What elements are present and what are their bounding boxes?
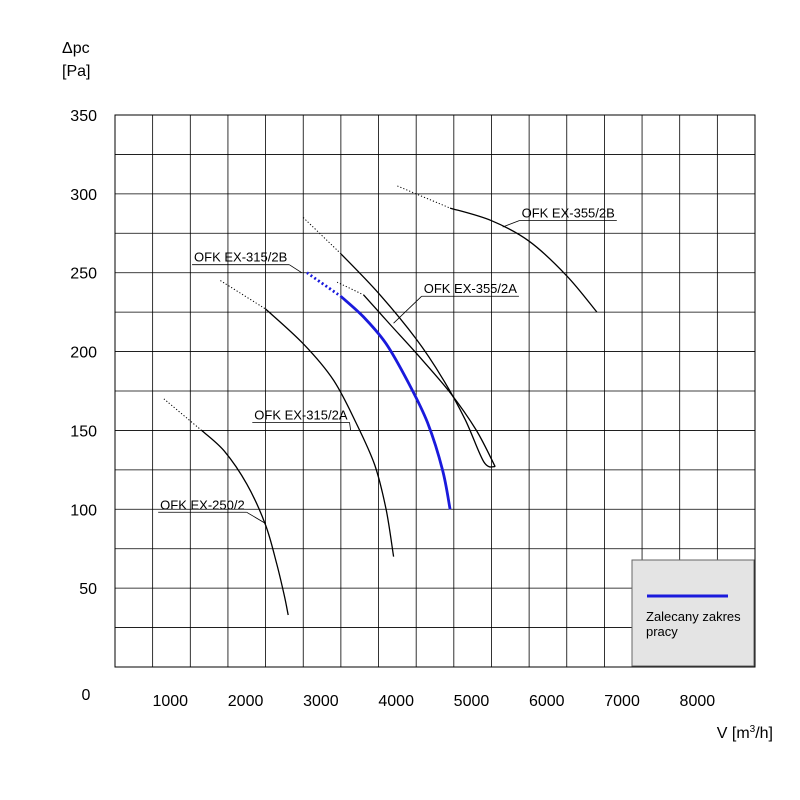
y-axis-label: Δpc: [62, 40, 90, 57]
y-tick-label: 50: [79, 581, 97, 598]
y-tick-label: 250: [70, 266, 97, 283]
recommended-range-curve: [339, 295, 452, 510]
y-tick-label: 300: [70, 187, 97, 204]
curve-dotted-ofk-ex-355-2b: [397, 185, 451, 209]
x-tick-label: 6000: [529, 693, 565, 710]
x-tick-label: 4000: [378, 693, 414, 710]
curve-label-leader: [289, 264, 302, 274]
curve-label-ofk-ex-315-2b: OFK EX-315/2B: [194, 250, 287, 265]
y-tick-label: 100: [70, 502, 97, 519]
y-tick-label: 350: [70, 108, 97, 125]
x-tick-label: 5000: [454, 693, 490, 710]
origin-label: 0: [82, 687, 91, 704]
y-tick-label: 200: [70, 345, 97, 362]
curve-dotted-ofk-ex-315-2a: [220, 280, 266, 310]
recommended-range-dotted: [306, 271, 342, 298]
curve-label-leader: [349, 422, 352, 431]
curve-label-leader: [502, 220, 520, 228]
y-tick-label: 150: [70, 423, 97, 440]
x-tick-label: 3000: [303, 693, 339, 710]
legend-box: [631, 559, 755, 667]
fan-curves: [163, 185, 598, 616]
x-axis-label-sup: 3: [750, 724, 756, 735]
curve-label-ofk-ex-250-2: OFK EX-250/2: [160, 497, 245, 512]
curve-ofk-ex-355-2a: [363, 294, 496, 467]
x-axis-label: V [m3/h]: [717, 724, 773, 742]
y-axis-unit: [Pa]: [62, 63, 90, 80]
x-tick-label: 7000: [604, 693, 640, 710]
x-tick-label: 1000: [152, 693, 188, 710]
curve-label-ofk-ex-355-2a: OFK EX-355/2A: [424, 281, 518, 296]
x-axis-label-prefix: V [m: [717, 725, 750, 742]
grid: [114, 114, 756, 668]
legend: Zalecany zakres pracy: [631, 559, 755, 667]
x-axis-label-suffix: /h]: [755, 725, 773, 742]
curve-labels: OFK EX-250/2 OFK EX-315/2A OFK EX-315/2B OF…: [158, 206, 617, 524]
curve-ofk-ex-250-2: [201, 429, 289, 616]
curve-dotted-ofk-ex-250-2: [163, 398, 202, 431]
legend-label-line2: pracy: [646, 624, 678, 639]
x-tick-label: 2000: [228, 693, 264, 710]
curve-label-leader: [246, 511, 266, 524]
curve-ofk-ex-315-2a: [265, 308, 395, 557]
curve-dotted-ofk-ex-315-2b: [302, 217, 342, 255]
curve-label-leader: [393, 295, 422, 324]
curve-ofk-ex-315-2b: [340, 253, 496, 468]
x-tick-label: 8000: [680, 693, 716, 710]
tick-labels: 1000 2000 3000 4000 5000 6000 7000 800050100150…: [70, 108, 715, 710]
curve-label-ofk-ex-315-2a: OFK EX-315/2A: [254, 407, 348, 422]
curve-ofk-ex-355-2b: [449, 207, 598, 313]
curve-label-ofk-ex-355-2b: OFK EX-355/2B: [522, 206, 615, 221]
legend-label-line1: Zalecany zakres: [646, 609, 741, 624]
